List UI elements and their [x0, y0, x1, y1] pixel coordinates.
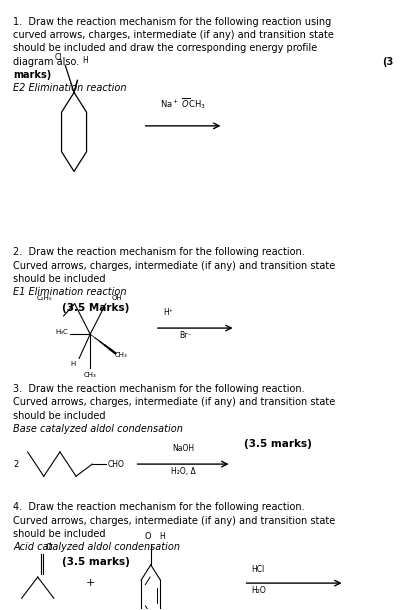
- Text: Acid catalyzed aldol condensation: Acid catalyzed aldol condensation: [13, 542, 181, 553]
- Text: E1 Elimination reaction: E1 Elimination reaction: [13, 287, 127, 298]
- Text: H₂O, Δ: H₂O, Δ: [171, 467, 196, 476]
- Text: should be included and draw the corresponding energy profile: should be included and draw the correspo…: [13, 43, 318, 53]
- Text: NaOH: NaOH: [172, 444, 194, 453]
- Text: should be included: should be included: [13, 274, 106, 284]
- Text: CH₃: CH₃: [84, 371, 97, 378]
- Text: should be included: should be included: [13, 411, 106, 421]
- Text: CH₃: CH₃: [114, 353, 127, 358]
- Text: (3.5 marks): (3.5 marks): [244, 439, 312, 448]
- Text: Curved arrows, charges, intermediate (if any) and transition state: Curved arrows, charges, intermediate (if…: [13, 260, 336, 271]
- Text: curved arrows, charges, intermediate (if any) and transition state: curved arrows, charges, intermediate (if…: [13, 30, 334, 40]
- Text: Cl: Cl: [54, 53, 62, 62]
- Text: C₂H₅: C₂H₅: [37, 295, 53, 301]
- Text: H: H: [70, 362, 76, 367]
- Text: HCl: HCl: [252, 565, 265, 574]
- Text: Curved arrows, charges, intermediate (if any) and transition state: Curved arrows, charges, intermediate (if…: [13, 515, 336, 526]
- Text: H: H: [83, 56, 89, 65]
- Text: 2.  Draw the reaction mechanism for the following reaction.: 2. Draw the reaction mechanism for the f…: [13, 247, 305, 257]
- Text: Base catalyzed aldol condensation: Base catalyzed aldol condensation: [13, 424, 183, 434]
- Text: 2: 2: [13, 459, 19, 468]
- Text: (3.5 marks): (3.5 marks): [62, 557, 130, 567]
- Text: (3: (3: [382, 57, 393, 66]
- Text: E2 Elimination reaction: E2 Elimination reaction: [13, 84, 127, 93]
- Text: O: O: [145, 531, 151, 540]
- Text: OH: OH: [112, 295, 123, 301]
- Text: H⁺: H⁺: [163, 308, 173, 317]
- Text: H₃C: H₃C: [55, 329, 68, 336]
- Text: O: O: [46, 543, 52, 552]
- Text: diagram also.: diagram also.: [13, 57, 80, 66]
- Text: CHO: CHO: [108, 459, 124, 468]
- Text: H: H: [159, 531, 165, 540]
- Text: Curved arrows, charges, intermediate (if any) and transition state: Curved arrows, charges, intermediate (if…: [13, 397, 336, 407]
- Text: +: +: [86, 578, 95, 588]
- Text: Br⁻: Br⁻: [179, 331, 191, 340]
- Text: Na$^+$ $\overline{O}$CH$_3$: Na$^+$ $\overline{O}$CH$_3$: [160, 96, 206, 110]
- Text: 3.  Draw the reaction mechanism for the following reaction.: 3. Draw the reaction mechanism for the f…: [13, 384, 305, 394]
- Text: (3.5 Marks): (3.5 Marks): [62, 303, 129, 312]
- Text: H₂O: H₂O: [252, 586, 266, 595]
- Text: marks): marks): [13, 70, 52, 80]
- Text: should be included: should be included: [13, 529, 106, 539]
- Text: 4.  Draw the reaction mechanism for the following reaction.: 4. Draw the reaction mechanism for the f…: [13, 503, 305, 512]
- Text: 1.  Draw the reaction mechanism for the following reaction using: 1. Draw the reaction mechanism for the f…: [13, 16, 332, 27]
